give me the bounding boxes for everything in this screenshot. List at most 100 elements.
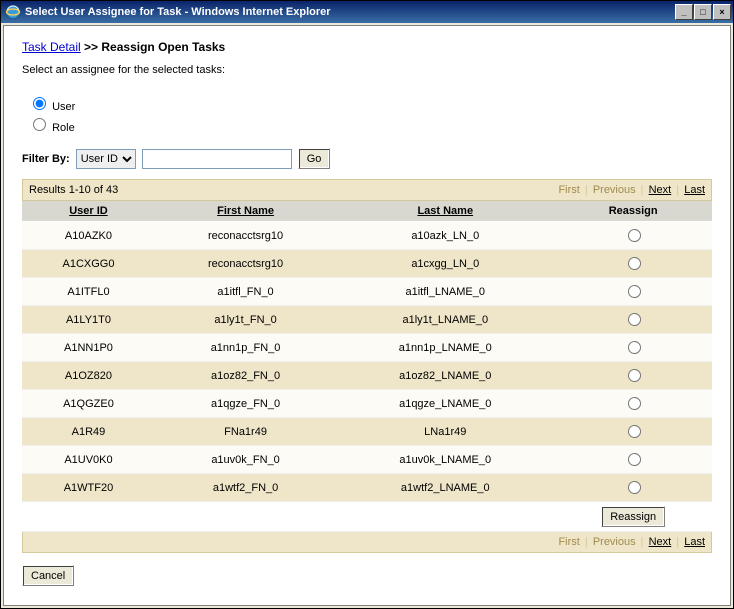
pager-next[interactable]: Next [649,536,672,548]
breadcrumb-link-task-detail[interactable]: Task Detail [22,40,81,54]
cell-reassign [554,446,712,474]
cell-user-id: A1ITFL0 [22,278,155,306]
breadcrumb: Task Detail >> Reassign Open Tasks [22,40,712,54]
table-row: A1QGZE0a1qgze_FN_0a1qgze_LNAME_0 [22,390,712,418]
cell-first-name: a1oz82_FN_0 [155,362,336,390]
cell-user-id: A1QGZE0 [22,390,155,418]
cell-first-name: a1ly1t_FN_0 [155,306,336,334]
cell-reassign [554,390,712,418]
cell-user-id: A1OZ820 [22,362,155,390]
reassign-radio[interactable] [628,425,641,438]
cell-first-name: a1uv0k_FN_0 [155,446,336,474]
reassign-radio[interactable] [628,369,641,382]
pager-first: First [558,536,579,548]
reassign-radio[interactable] [628,229,641,242]
radio-role[interactable] [33,118,46,131]
cell-first-name: reconacctsrg10 [155,222,336,250]
cell-reassign [554,306,712,334]
pager-top: First | Previous | Next | Last [558,184,705,196]
cell-user-id: A1LY1T0 [22,306,155,334]
cell-first-name: a1nn1p_FN_0 [155,334,336,362]
cell-user-id: A1UV0K0 [22,446,155,474]
pager-last[interactable]: Last [684,184,705,196]
table-row: A1NN1P0a1nn1p_FN_0a1nn1p_LNAME_0 [22,334,712,362]
cell-last-name: a10azk_LN_0 [336,222,554,250]
reassign-radio[interactable] [628,257,641,270]
cell-last-name: a1uv0k_LNAME_0 [336,446,554,474]
table-row: A10AZK0reconacctsrg10a10azk_LN_0 [22,222,712,250]
cell-user-id: A10AZK0 [22,222,155,250]
cell-first-name: FNa1r49 [155,418,336,446]
pager-sep: | [641,536,644,548]
pager-last[interactable]: Last [684,536,705,548]
cell-last-name: LNa1r49 [336,418,554,446]
radio-user[interactable] [33,97,46,110]
reassign-radio[interactable] [628,481,641,494]
assignee-type-radios: User Role [28,94,712,134]
cancel-area: Cancel [22,565,712,586]
pager-bottom-bar: First | Previous | Next | Last [22,532,712,553]
cell-user-id: A1NN1P0 [22,334,155,362]
col-user-id[interactable]: User ID [22,201,155,222]
cell-first-name: a1wtf2_FN_0 [155,474,336,502]
cell-user-id: A1WTF20 [22,474,155,502]
cell-last-name: a1wtf2_LNAME_0 [336,474,554,502]
content-area: Task Detail >> Reassign Open Tasks Selec… [3,25,731,606]
filter-input[interactable] [142,149,292,169]
reassign-radio[interactable] [628,341,641,354]
cell-reassign [554,250,712,278]
maximize-button[interactable]: □ [694,4,712,20]
minimize-button[interactable]: _ [675,4,693,20]
pager-bottom: First | Previous | Next | Last [558,536,705,548]
breadcrumb-current: Reassign Open Tasks [101,40,225,54]
table-footer-row: Reassign [22,502,712,532]
reassign-radio[interactable] [628,285,641,298]
close-button[interactable]: × [713,4,731,20]
radio-role-label[interactable]: Role [28,115,712,134]
col-last-name[interactable]: Last Name [336,201,554,222]
radio-role-text: Role [52,122,75,134]
cell-reassign [554,334,712,362]
cell-first-name: a1itfl_FN_0 [155,278,336,306]
radio-user-text: User [52,101,75,113]
cell-reassign [554,222,712,250]
table-row: A1R49FNa1r49LNa1r49 [22,418,712,446]
cell-user-id: A1R49 [22,418,155,446]
filter-select[interactable]: User ID [76,149,136,169]
reassign-radio[interactable] [628,313,641,326]
results-summary-bar: Results 1-10 of 43 First | Previous | Ne… [22,179,712,201]
breadcrumb-separator: >> [84,40,98,54]
cell-first-name: a1qgze_FN_0 [155,390,336,418]
cell-reassign [554,418,712,446]
pager-next[interactable]: Next [649,184,672,196]
pager-previous: Previous [593,184,636,196]
pager-sep: | [585,184,588,196]
reassign-radio[interactable] [628,397,641,410]
reassign-radio[interactable] [628,453,641,466]
table-header-row: User ID First Name Last Name Reassign [22,201,712,222]
radio-user-label[interactable]: User [28,94,712,113]
results-table: User ID First Name Last Name Reassign A1… [22,201,712,532]
cancel-button[interactable]: Cancel [22,565,74,586]
app-window: Select User Assignee for Task - Windows … [0,0,734,609]
cell-last-name: a1oz82_LNAME_0 [336,362,554,390]
reassign-button[interactable]: Reassign [601,506,665,527]
titlebar: Select User Assignee for Task - Windows … [1,1,733,23]
go-button[interactable]: Go [298,148,331,169]
window-buttons: _ □ × [675,4,731,20]
table-row: A1CXGG0reconacctsrg10a1cxgg_LN_0 [22,250,712,278]
table-row: A1OZ820a1oz82_FN_0a1oz82_LNAME_0 [22,362,712,390]
table-row: A1WTF20a1wtf2_FN_0a1wtf2_LNAME_0 [22,474,712,502]
cell-last-name: a1ly1t_LNAME_0 [336,306,554,334]
table-row: A1UV0K0a1uv0k_FN_0a1uv0k_LNAME_0 [22,446,712,474]
col-first-name[interactable]: First Name [155,201,336,222]
table-row: A1ITFL0a1itfl_FN_0a1itfl_LNAME_0 [22,278,712,306]
filter-bar: Filter By: User ID Go [22,148,712,169]
cell-reassign [554,362,712,390]
cell-last-name: a1nn1p_LNAME_0 [336,334,554,362]
cell-user-id: A1CXGG0 [22,250,155,278]
pager-sep: | [585,536,588,548]
pager-sep: | [676,536,679,548]
cell-reassign [554,278,712,306]
pager-sep: | [641,184,644,196]
